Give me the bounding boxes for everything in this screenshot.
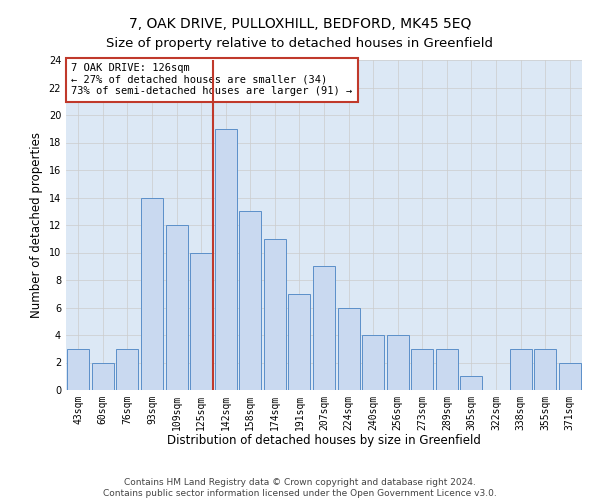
Bar [436, 349, 458, 390]
Bar [67, 349, 89, 390]
Y-axis label: Number of detached properties: Number of detached properties [30, 132, 43, 318]
Bar [534, 349, 556, 390]
Bar [92, 362, 114, 390]
Bar [239, 211, 262, 390]
Bar [460, 376, 482, 390]
Text: 7 OAK DRIVE: 126sqm
← 27% of detached houses are smaller (34)
73% of semi-detach: 7 OAK DRIVE: 126sqm ← 27% of detached ho… [71, 64, 352, 96]
Bar [559, 362, 581, 390]
Text: Size of property relative to detached houses in Greenfield: Size of property relative to detached ho… [107, 38, 493, 51]
Bar [166, 225, 188, 390]
Text: Contains HM Land Registry data © Crown copyright and database right 2024.
Contai: Contains HM Land Registry data © Crown c… [103, 478, 497, 498]
X-axis label: Distribution of detached houses by size in Greenfield: Distribution of detached houses by size … [167, 434, 481, 448]
Bar [141, 198, 163, 390]
Bar [509, 349, 532, 390]
Bar [289, 294, 310, 390]
Bar [411, 349, 433, 390]
Bar [313, 266, 335, 390]
Bar [386, 335, 409, 390]
Bar [116, 349, 139, 390]
Bar [362, 335, 384, 390]
Text: 7, OAK DRIVE, PULLOXHILL, BEDFORD, MK45 5EQ: 7, OAK DRIVE, PULLOXHILL, BEDFORD, MK45 … [129, 18, 471, 32]
Bar [190, 252, 212, 390]
Bar [264, 239, 286, 390]
Bar [338, 308, 359, 390]
Bar [215, 128, 237, 390]
